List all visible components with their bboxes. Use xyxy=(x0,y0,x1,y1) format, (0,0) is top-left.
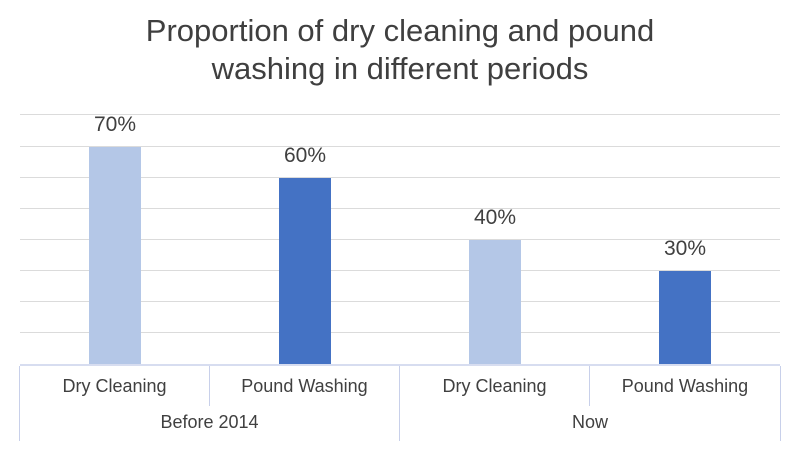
bar-slot-now-dry-cleaning: 30% xyxy=(590,34,780,364)
data-label: 60% xyxy=(283,143,327,167)
gridline xyxy=(20,114,780,116)
axis-category-label: Dry Cleaning xyxy=(20,366,210,406)
plot-area: 60% 40% 30% 70% xyxy=(20,0,780,364)
x-axis-line xyxy=(20,364,780,366)
data-label: 70% xyxy=(93,112,137,136)
gridline xyxy=(20,300,780,302)
axis-group-label: Now xyxy=(571,412,608,432)
bar-slot-before2014-dry-cleaning: 60% xyxy=(210,34,400,364)
gridline xyxy=(20,331,780,333)
axis-category-label: Pound Washing xyxy=(621,375,749,396)
data-label: 30% xyxy=(663,236,707,260)
gridline xyxy=(20,269,780,271)
axis-category-label: Dry Cleaning xyxy=(400,366,590,406)
bar-dry-cleaning-before-2014 xyxy=(279,177,331,364)
axis-category-label: Pound Washing xyxy=(210,366,400,406)
group-label-row: Before 2014 Now xyxy=(20,406,780,441)
axis-group-label: Before 2014 xyxy=(20,406,400,441)
data-label: 40% xyxy=(473,205,517,229)
gridline xyxy=(20,145,780,147)
gridline xyxy=(20,176,780,178)
gridline xyxy=(20,207,780,209)
bar-slot-now-pound-washing: 70% xyxy=(20,34,210,364)
category-label-row: Dry Cleaning Pound Washing Dry Cleaning … xyxy=(20,366,780,406)
bar-slot-before2014-pound-washing: 40% xyxy=(400,34,590,364)
chart-title: Proportion of dry cleaning and pound was… xyxy=(145,13,655,86)
bar-dry-cleaning-now xyxy=(659,270,711,364)
bar-pound-washing-now xyxy=(89,146,141,364)
gridline xyxy=(20,238,780,240)
category-axis: Dry Cleaning Pound Washing Dry Cleaning … xyxy=(19,366,781,441)
bar-pound-washing-before-2014 xyxy=(469,239,521,364)
